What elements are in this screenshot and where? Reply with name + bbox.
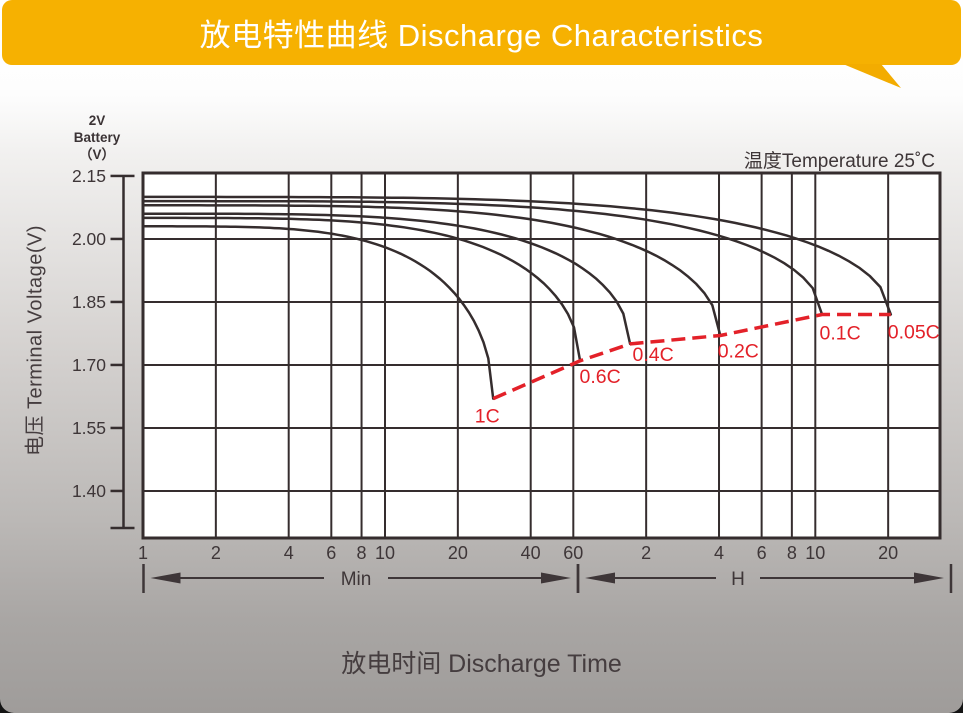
x-tick-label: 8 [787,543,797,563]
rate-label-0.05C: 0.05C [888,322,940,344]
title-banner: 放电特性曲线 Discharge Characteristics [2,0,961,65]
x-tick-label: 20 [878,543,898,563]
discharge-curve-0.6C [141,216,582,363]
cutoff-dashed-line [492,312,891,401]
battery-unit-line2: Battery [73,130,121,145]
arrowhead-right [541,572,571,584]
battery-unit-label: 2V Battery （V） [52,112,142,163]
plot-area [143,173,940,538]
discharge-curve-0.4C [141,212,632,346]
x-tick-label: 6 [326,543,336,563]
discharge-curve-0.2C [141,204,722,337]
y-tick-label: 1.55 [72,418,106,438]
discharge-curve-1C [141,225,495,400]
battery-unit-line1: 2V [88,113,106,128]
arrowhead-right [914,572,944,584]
discharge-curve-0.05C [141,195,893,316]
rate-label-0.1C: 0.1C [819,323,860,345]
y-tick-label: 1.40 [72,481,106,501]
discharge-curve-0.1C [141,199,824,316]
rate-label-1C: 1C [475,406,500,428]
x-tick-label: 4 [714,543,724,563]
rate-label-0.2C: 0.2C [718,341,759,363]
rate-label-0.4C: 0.4C [633,344,674,366]
temperature-note: 温度Temperature 25˚C [743,151,935,172]
x-tick-label: 2 [211,543,221,563]
x-tick-label: 1 [138,543,148,563]
x-tick-label: 2 [641,543,651,563]
banner-tail [843,64,901,88]
page-title: 放电特性曲线 Discharge Characteristics [199,18,764,53]
x-axis-title: 放电时间 Discharge Time [341,650,622,678]
y-tick-label: 2.15 [72,166,106,186]
y-tick-label: 1.85 [72,292,106,312]
arrowhead-left [150,572,181,584]
x-tick-label: 4 [284,543,294,563]
x-tick-label: 8 [357,543,367,563]
x-tick-label: 10 [805,543,825,563]
x-tick-label: 20 [448,543,468,563]
battery-unit-line3: （V） [78,147,115,162]
x-tick-label: 6 [757,543,767,563]
plot-border [141,171,942,540]
x-tick-label: 60 [563,543,583,563]
x-tick-label: 40 [521,543,541,563]
y-tick-label: 1.70 [72,355,106,375]
arrowhead-left [585,572,615,584]
section-label: H [731,569,745,590]
y-tick-label: 2.00 [72,229,106,249]
x-tick-label: 10 [375,543,395,563]
rate-label-0.6C: 0.6C [579,366,620,388]
section-label: Min [341,569,372,590]
